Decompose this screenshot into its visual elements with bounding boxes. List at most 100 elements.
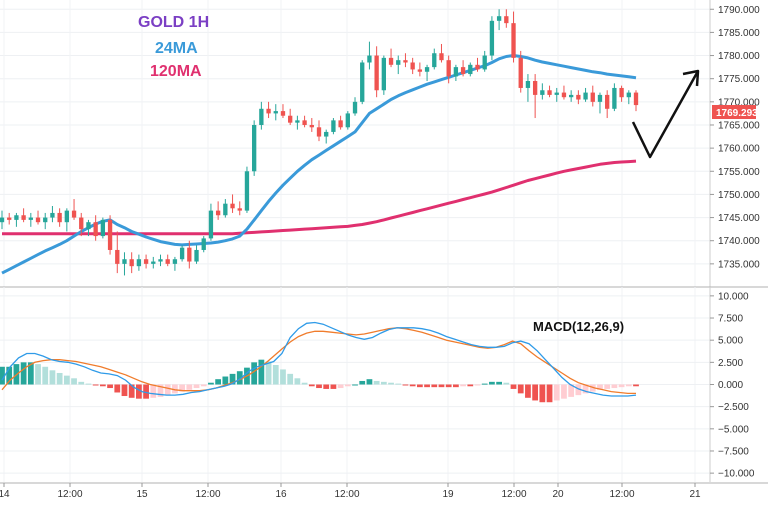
macd-histogram-bar <box>424 384 430 388</box>
macd-histogram-bar <box>27 362 34 385</box>
candle <box>561 85 567 100</box>
candle-body <box>532 81 538 95</box>
candle-body <box>403 60 408 63</box>
last-price-label: 1769.293 <box>716 108 758 119</box>
candle <box>14 212 19 227</box>
candle <box>288 108 293 125</box>
macd-histogram-bar <box>553 384 560 401</box>
candle <box>396 55 401 75</box>
candle <box>208 203 214 241</box>
macd-line <box>1 321 637 397</box>
candle-body <box>151 261 156 264</box>
macd-histogram-bar <box>352 384 358 386</box>
macd-histogram-bar <box>20 362 27 385</box>
candle-body <box>468 64 473 75</box>
candle <box>215 201 221 220</box>
candle <box>468 62 473 77</box>
macd-histogram-bar <box>157 384 164 397</box>
candle <box>129 252 134 274</box>
candle-body <box>583 92 588 100</box>
macd-histogram-bar <box>71 378 77 385</box>
macd-histogram-bar <box>294 378 301 385</box>
time-tick-label: 12:00 <box>501 489 526 500</box>
candle <box>360 60 365 105</box>
candle-body <box>590 92 595 102</box>
candle-body <box>482 55 487 70</box>
last-price-tag <box>712 105 756 119</box>
candle-body <box>194 249 199 262</box>
candle-body <box>100 219 106 237</box>
candle <box>143 254 149 269</box>
candle-body <box>223 203 228 216</box>
candle-body <box>345 113 350 128</box>
candle <box>237 201 242 216</box>
candle <box>50 205 55 223</box>
price-tick-label: 1740.000 <box>718 236 760 247</box>
candle-body <box>417 69 423 72</box>
macd-histogram-bar <box>99 384 106 387</box>
candle-body <box>122 259 127 264</box>
legend-ma120: 120MA <box>150 63 202 80</box>
macd-histogram-bar <box>546 384 553 403</box>
candle-body <box>14 215 19 220</box>
candle-body <box>554 92 559 95</box>
candle <box>511 11 516 63</box>
candle <box>532 74 538 119</box>
candle <box>547 85 552 98</box>
macd-histogram-bar <box>193 384 200 389</box>
macd-histogram-bar <box>489 381 495 385</box>
candle <box>179 245 185 262</box>
macd-histogram-bar <box>308 384 315 387</box>
price-tick-label: 1750.000 <box>718 190 760 201</box>
candle-body <box>410 62 415 70</box>
candle-body <box>280 111 286 116</box>
macd-histogram-bar <box>618 384 625 388</box>
candle <box>316 120 322 142</box>
candle <box>35 210 41 225</box>
time-tick-label: 12:00 <box>334 489 359 500</box>
macd-histogram-bar <box>0 366 5 385</box>
candle-body <box>496 16 502 21</box>
macd-histogram-bar <box>272 365 279 385</box>
time-tick-label: 12:00 <box>195 489 220 500</box>
candle <box>107 215 113 255</box>
price-tick-label: 1770.000 <box>718 97 760 108</box>
candle-body <box>115 249 120 264</box>
macd-histogram-bar <box>597 384 603 390</box>
candle <box>432 48 437 70</box>
price-tick-label: 1775.000 <box>718 74 760 85</box>
time-tick-label: 20 <box>552 489 564 500</box>
candle <box>295 115 300 130</box>
candle-body <box>633 92 639 106</box>
time-tick-label: 12:00 <box>57 489 82 500</box>
candle-body <box>489 20 495 56</box>
time-tick-label: 16 <box>275 489 287 500</box>
candle <box>367 41 372 70</box>
candle <box>446 55 451 84</box>
price-tick-label: 1765.000 <box>718 120 760 131</box>
candle <box>280 104 286 119</box>
macd-histogram-bar <box>258 359 265 385</box>
candle-body <box>86 222 91 230</box>
candle-body <box>7 217 12 220</box>
macd-histogram-bar <box>150 384 157 398</box>
macd-histogram-bar <box>251 362 258 385</box>
candle <box>64 208 70 232</box>
price-pane <box>0 0 710 287</box>
macd-histogram-bar <box>35 364 41 385</box>
macd-histogram-bar <box>6 366 13 385</box>
candle-body <box>338 120 343 128</box>
macd-histogram-bar <box>395 383 402 385</box>
macd-histogram-bar <box>416 384 423 388</box>
macd-histogram-bar <box>402 384 409 386</box>
candle-body <box>396 60 401 65</box>
candle-body <box>237 208 242 211</box>
macd-histogram-bar <box>164 384 171 396</box>
candle <box>338 115 343 130</box>
candle <box>158 254 163 267</box>
candle-body <box>518 57 523 88</box>
candle <box>223 199 228 218</box>
price-tick-label: 1790.000 <box>718 5 760 16</box>
macd-histogram-bar <box>388 382 394 385</box>
candle-body <box>179 247 185 260</box>
